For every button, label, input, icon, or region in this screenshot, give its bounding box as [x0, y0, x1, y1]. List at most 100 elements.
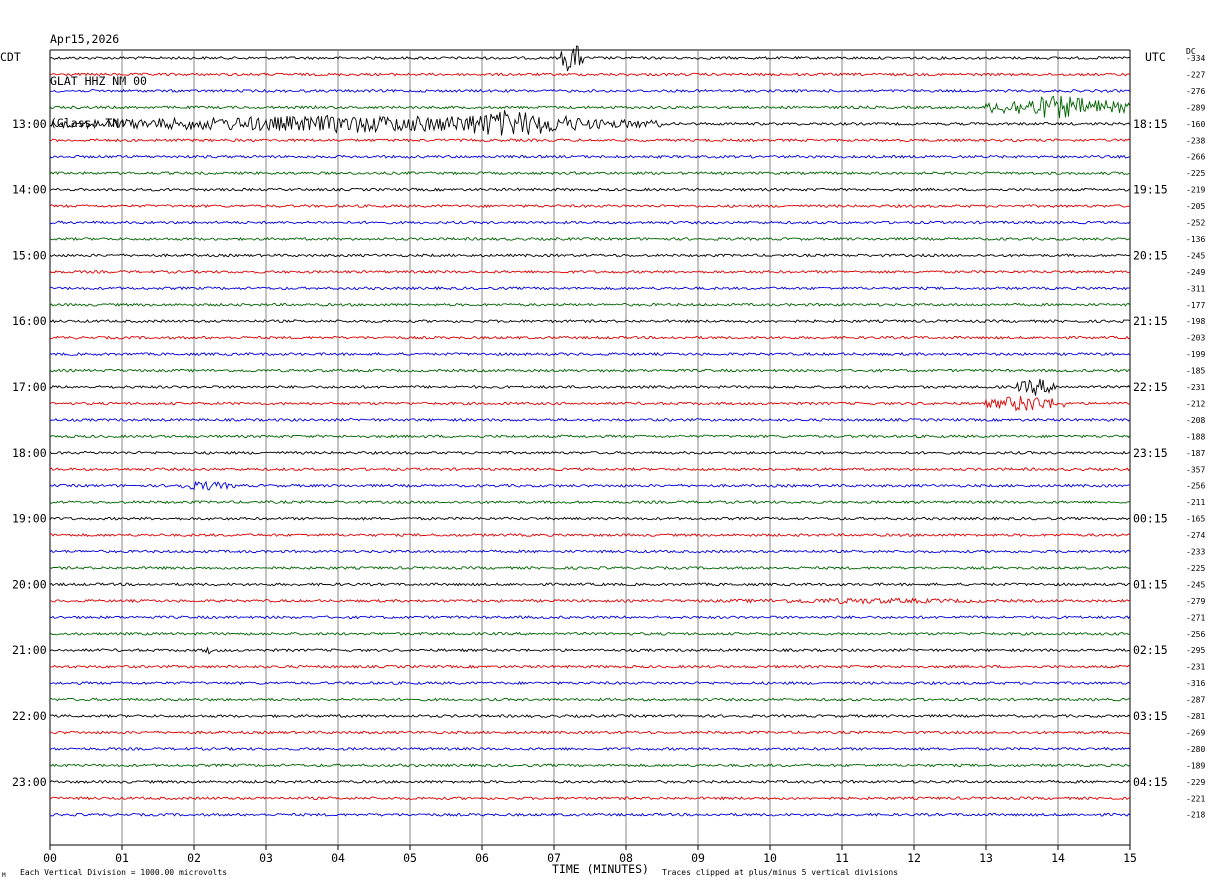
- dc-offset-label: -280: [1186, 745, 1205, 754]
- seismic-trace-25: [49, 467, 1131, 472]
- seismic-trace-37: [50, 664, 1131, 669]
- dc-offset-label: -229: [1186, 778, 1205, 787]
- dc-offset-label: -252: [1186, 219, 1205, 228]
- seismic-trace-7: [49, 171, 1131, 176]
- seismic-trace-10: [49, 220, 1131, 225]
- x-tick-label: 09: [691, 851, 705, 865]
- dc-offset-label: -187: [1186, 449, 1205, 458]
- dc-offset-label: -334: [1186, 54, 1205, 63]
- left-time-label: 23:00: [12, 775, 47, 789]
- dc-offset-label: -165: [1186, 515, 1205, 524]
- seismic-trace-17: [49, 335, 1131, 340]
- dc-offset-label: -219: [1186, 186, 1205, 195]
- seismic-trace-22: [49, 417, 1131, 423]
- dc-offset-label: -208: [1186, 416, 1205, 425]
- left-time-label: 14:00: [12, 183, 47, 197]
- corner-mark: M: [2, 872, 6, 879]
- dc-offset-label: -177: [1186, 301, 1205, 310]
- dc-offset-label: -225: [1186, 169, 1205, 178]
- dc-offset-label: -316: [1186, 679, 1205, 688]
- dc-offset-label: -256: [1186, 482, 1205, 491]
- seismic-trace-31: [49, 565, 1131, 571]
- dc-offset-label: -203: [1186, 334, 1205, 343]
- seismic-trace-34: [49, 615, 1131, 620]
- dc-offset-label: -218: [1186, 811, 1205, 820]
- seismic-trace-20: [49, 378, 1131, 396]
- seismic-trace-38: [49, 681, 1131, 686]
- seismic-trace-3: [49, 95, 1131, 119]
- x-tick-label: 02: [187, 851, 201, 865]
- dc-offset-label: -266: [1186, 153, 1205, 162]
- dc-offset-label: -245: [1186, 251, 1205, 260]
- x-tick-label: 03: [259, 851, 273, 865]
- seismic-trace-9: [49, 203, 1131, 209]
- dc-offset-label: -287: [1186, 696, 1205, 705]
- x-tick-label: 11: [835, 851, 849, 865]
- seismic-trace-8: [49, 187, 1131, 192]
- dc-offset-label: -271: [1186, 613, 1205, 622]
- seismic-trace-46: [49, 812, 1131, 817]
- date-label: Apr15,2026: [50, 32, 120, 46]
- x-tick-label: 12: [907, 851, 921, 865]
- seismic-trace-29: [49, 533, 1131, 538]
- dc-offset-label: -269: [1186, 728, 1205, 737]
- left-time-label: 17:00: [12, 380, 47, 394]
- x-tick-label: 00: [43, 851, 57, 865]
- x-tick-label: 15: [1123, 851, 1137, 865]
- dc-offset-label: -279: [1186, 597, 1205, 606]
- seismic-trace-24: [49, 450, 1131, 455]
- seismic-trace-42: [49, 746, 1131, 752]
- right-time-label: 21:15: [1133, 314, 1168, 328]
- right-time-label: 01:15: [1133, 577, 1168, 591]
- seismic-trace-45: [49, 796, 1131, 801]
- dc-offset-label: -136: [1186, 235, 1205, 244]
- seismic-trace-18: [49, 351, 1131, 357]
- left-time-label: 19:00: [12, 512, 47, 526]
- right-time-label: 20:15: [1133, 248, 1168, 262]
- left-time-label: 21:00: [12, 643, 47, 657]
- dc-offset-label: -188: [1186, 432, 1205, 441]
- right-time-label: 18:15: [1133, 117, 1168, 131]
- dc-offset-label: -357: [1186, 465, 1205, 474]
- dc-offset-label: -281: [1186, 712, 1205, 721]
- right-time-label: 22:15: [1133, 380, 1168, 394]
- seismic-trace-23: [49, 434, 1131, 439]
- seismic-trace-14: [49, 286, 1131, 291]
- dc-offset-label: -185: [1186, 367, 1205, 376]
- dc-offset-label: -233: [1186, 548, 1205, 557]
- seismic-trace-12: [49, 253, 1131, 258]
- dc-offset-label: -199: [1186, 350, 1205, 359]
- scale-note: Each Vertical Division = 1000.00 microvo…: [20, 868, 228, 877]
- seismic-trace-30: [49, 549, 1131, 554]
- x-tick-label: 07: [547, 851, 561, 865]
- seismic-trace-13: [49, 269, 1131, 274]
- right-time-label: 00:15: [1133, 512, 1168, 526]
- seismic-trace-0: [49, 45, 1131, 72]
- x-tick-label: 06: [475, 851, 489, 865]
- right-time-label: 23:15: [1133, 446, 1168, 460]
- clip-note: Traces clipped at plus/minus 5 vertical …: [662, 868, 899, 877]
- dc-offset-label: -276: [1186, 87, 1205, 96]
- left-time-label: 18:00: [12, 446, 47, 460]
- right-timezone-label: UTC: [1145, 50, 1166, 64]
- seismic-trace-35: [49, 631, 1131, 636]
- dc-offset-label: -160: [1186, 120, 1205, 129]
- x-tick-label: 05: [403, 851, 417, 865]
- dc-offset-label: -221: [1186, 794, 1205, 803]
- seismic-trace-40: [49, 713, 1131, 719]
- dc-offset-label: -225: [1186, 564, 1205, 573]
- dc-offset-label: -311: [1186, 284, 1205, 293]
- seismic-trace-5: [49, 138, 1131, 143]
- x-tick-label: 13: [979, 851, 993, 865]
- seismic-trace-6: [49, 154, 1131, 159]
- seismic-trace-2: [49, 88, 1131, 93]
- dc-offset-label: -249: [1186, 268, 1205, 277]
- seismic-trace-36: [49, 646, 1131, 655]
- seismic-trace-1: [49, 72, 1131, 77]
- x-tick-label: 10: [763, 851, 777, 865]
- right-time-label: 02:15: [1133, 643, 1168, 657]
- seismic-trace-11: [49, 236, 1131, 242]
- dc-offset-label: -205: [1186, 202, 1205, 211]
- x-axis-title: TIME (MINUTES): [552, 862, 649, 876]
